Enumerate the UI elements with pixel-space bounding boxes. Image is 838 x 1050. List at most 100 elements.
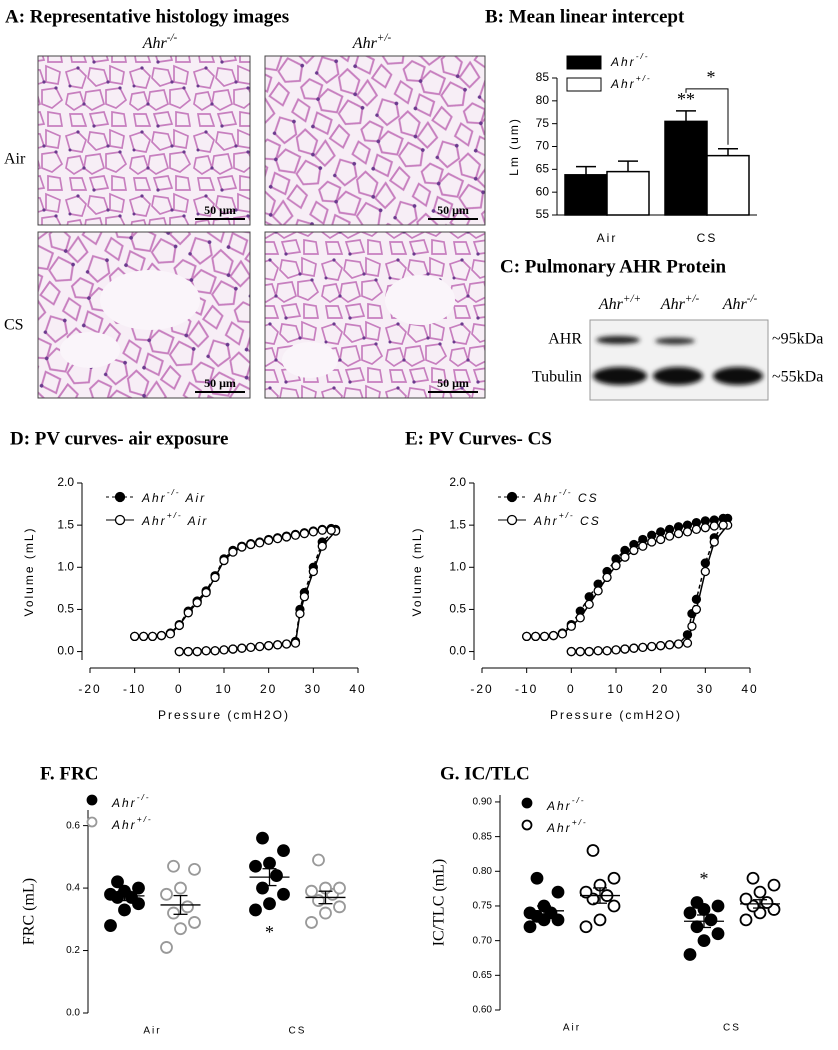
point: [611, 560, 621, 571]
point: [305, 916, 318, 929]
point: [700, 566, 710, 577]
point: [272, 533, 283, 544]
point: [629, 643, 639, 653]
point: [711, 927, 725, 941]
point: [264, 535, 274, 545]
scale-label: 50 μm: [204, 376, 236, 390]
point: [104, 887, 117, 901]
y-tick-label: 70: [536, 139, 550, 153]
point: [656, 527, 666, 537]
y-tick-label: 0.4: [66, 883, 80, 894]
point: [656, 534, 666, 545]
y-tick-label: 0.75: [473, 901, 493, 912]
point: [557, 629, 568, 639]
point: [210, 572, 220, 583]
y-tick-label: 1.5: [57, 517, 74, 531]
point: [611, 645, 621, 655]
annotation: *: [700, 869, 709, 889]
annotation: **: [677, 89, 695, 109]
y-tick-label: 0.6: [66, 820, 80, 831]
point: [219, 645, 229, 655]
point: [746, 871, 760, 885]
point: [664, 531, 675, 541]
point: [579, 885, 593, 899]
point: [255, 641, 265, 652]
x-tick-label: 10: [215, 682, 232, 696]
point: [281, 532, 292, 542]
y-tick-label: 65: [536, 162, 550, 176]
point: [607, 899, 621, 913]
air-space: [385, 275, 455, 325]
point: [704, 913, 718, 927]
y-tick-label: 0.5: [449, 602, 466, 616]
point: [638, 541, 648, 551]
point: [673, 639, 684, 649]
point: [691, 604, 702, 615]
point: [308, 527, 318, 537]
point: [174, 881, 187, 895]
bar: [564, 174, 608, 216]
point: [767, 878, 781, 892]
bracket: [685, 88, 729, 145]
point: [593, 913, 607, 927]
point: [111, 875, 124, 889]
point: [319, 906, 332, 920]
y-tick-label: 75: [536, 116, 550, 130]
x-tick-label: 30: [697, 682, 714, 696]
legend-label: Ahr+/- Air: [141, 510, 208, 528]
point: [246, 539, 256, 550]
point: [586, 844, 600, 857]
point: [620, 644, 630, 654]
histology-image: [264, 55, 486, 226]
point: [584, 599, 594, 610]
point: [305, 884, 318, 898]
point: [691, 524, 702, 535]
point: [237, 643, 247, 653]
y-tick-label: 0.90: [473, 797, 493, 808]
point: [255, 538, 265, 548]
point: [638, 642, 648, 653]
legend-marker: [521, 797, 533, 809]
point: [607, 871, 621, 885]
x-tick-label: 40: [741, 682, 758, 696]
row-label: CS: [4, 317, 24, 334]
point: [299, 528, 310, 539]
panel-a: A: Representative histology images Ahr-/…: [4, 6, 486, 399]
point: [192, 646, 202, 657]
annotation: *: [707, 67, 716, 87]
point: [228, 547, 238, 557]
legend-label: Ahr-/-: [111, 792, 151, 810]
point: [629, 545, 639, 556]
point: [167, 906, 180, 920]
y-tick-label: 0.2: [66, 945, 80, 956]
pv-curve: [526, 517, 730, 653]
point: [277, 887, 290, 901]
point: [584, 646, 594, 657]
point: [160, 941, 173, 954]
point: [647, 641, 657, 652]
chart-title: G. IC/TLC: [440, 763, 530, 784]
point: [647, 537, 657, 547]
row-label: Air: [4, 151, 26, 168]
point: [272, 640, 283, 650]
x-tick-label: 0: [175, 682, 184, 696]
point: [697, 934, 711, 948]
blot-image: [589, 319, 769, 401]
y-tick-label: 1.5: [449, 517, 466, 531]
bar: [606, 170, 650, 216]
x-tick-label: -20: [470, 682, 493, 696]
y-tick-label: 0.0: [66, 1008, 80, 1019]
point: [147, 631, 158, 642]
point: [753, 885, 767, 899]
scale-label: 50 μm: [437, 203, 469, 217]
point: [188, 862, 201, 876]
point: [249, 903, 262, 917]
point: [575, 613, 585, 623]
point: [308, 566, 318, 577]
y-axis-label: IC/TLC (mL): [431, 859, 448, 947]
point: [579, 920, 593, 934]
legend-label: Ahr+/- CS: [533, 510, 601, 528]
point: [264, 641, 274, 651]
point: [551, 885, 565, 899]
lane-label: Ahr-/-: [722, 293, 758, 313]
